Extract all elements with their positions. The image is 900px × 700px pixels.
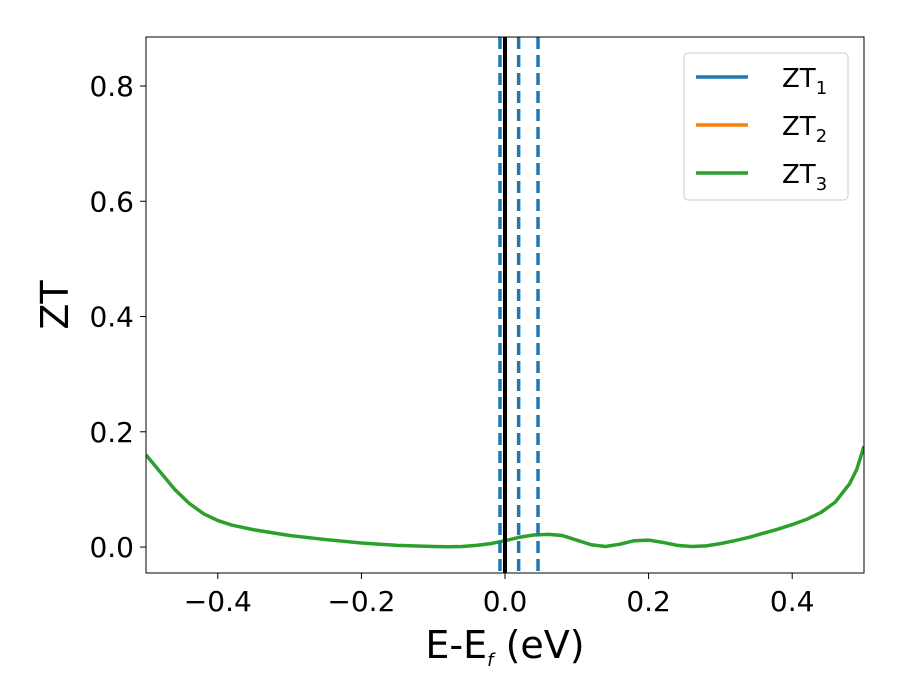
- legend: ZT1 ZT2 ZT3: [683, 52, 849, 201]
- lines-layer: [146, 37, 864, 573]
- y-tick-label: 0.0: [89, 531, 134, 564]
- y-tick-label: 0.8: [89, 70, 134, 103]
- x-tick-label: 0.0: [483, 585, 528, 618]
- x-axis-title-main: E-E: [425, 623, 487, 667]
- series-line-zt3: [146, 445, 864, 549]
- legend-box: [683, 52, 849, 201]
- x-tick-label: 0.4: [770, 585, 815, 618]
- ticks-layer: −0.4 −0.2 0.0 0.2 0.4 0.0 0.2 0.4 0.6 0.8: [89, 70, 814, 618]
- legend-label-3: ZT3: [782, 160, 827, 195]
- x-axis-title-subscript: f: [487, 650, 496, 671]
- x-axis-title: E-Ef (eV): [425, 623, 584, 671]
- y-tick-label: 0.4: [89, 301, 134, 334]
- x-tick-label: 0.2: [626, 585, 671, 618]
- y-axis-title: ZT: [33, 280, 77, 330]
- x-axis-title-unit: (eV): [493, 623, 584, 667]
- x-tick-label: −0.4: [184, 585, 252, 618]
- legend-label-1: ZT1: [782, 64, 827, 99]
- x-tick-label: −0.2: [327, 585, 395, 618]
- legend-label-2: ZT2: [782, 112, 827, 147]
- y-tick-label: 0.2: [89, 416, 134, 449]
- y-tick-label: 0.6: [89, 185, 134, 218]
